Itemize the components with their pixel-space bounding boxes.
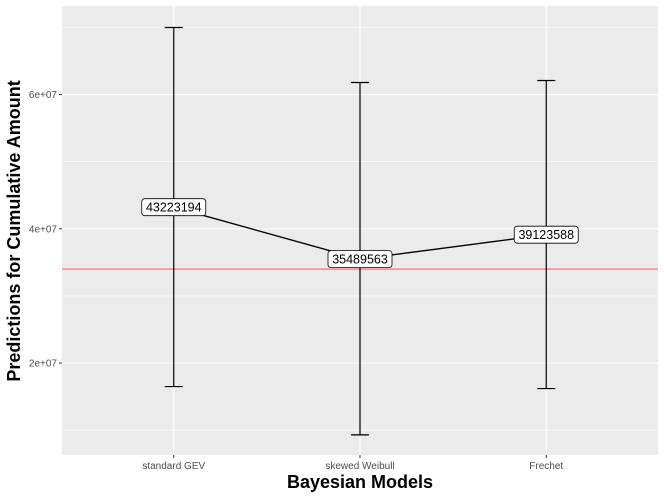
x-tick-label: skewed Weibull (325, 461, 394, 472)
y-tick-label: 6e+07 (29, 90, 58, 101)
y-tick-label: 2e+07 (29, 359, 58, 370)
value-label: 39123588 (513, 225, 579, 244)
value-label: 43223194 (141, 198, 207, 217)
y-axis-title: Predictions for Cumulative Amount (4, 80, 24, 381)
value-label-box (327, 250, 393, 268)
value-label: 35489563 (327, 250, 393, 268)
x-tick-label: Frechet (529, 461, 563, 472)
x-tick-label: standard GEV (142, 461, 205, 472)
value-label-text: 35489563 (332, 253, 388, 267)
value-label-text: 43223194 (146, 201, 202, 215)
x-axis-title: Bayesian Models (287, 472, 433, 492)
value-label-box (513, 225, 579, 244)
value-label-text: 39123588 (518, 228, 574, 242)
y-tick-label: 4e+07 (29, 224, 58, 235)
value-label-box (141, 198, 207, 217)
